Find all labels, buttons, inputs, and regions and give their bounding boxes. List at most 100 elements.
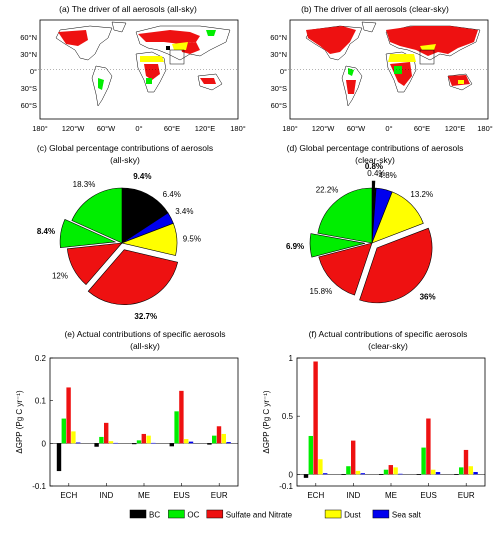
bar-f-ytick-label: 1 xyxy=(289,354,294,363)
bar-e-bar xyxy=(71,431,76,444)
bar-panel-e: (e) Actual contributions of specific aer… xyxy=(15,329,239,500)
map-b-lat-ticks: 60°N 30°N 0° 30°S 60°S xyxy=(270,33,287,110)
lat-tick: 30°N xyxy=(20,50,37,59)
lat-tick: 30°S xyxy=(271,84,287,93)
pie-c-slice xyxy=(59,218,117,248)
lon-tick: 120°E xyxy=(445,124,466,133)
bar-e-title: (e) Actual contributions of specific aer… xyxy=(64,329,225,339)
bar-e-xtick-label: EUR xyxy=(211,491,228,500)
pie-c-slice-label: 6.4% xyxy=(163,190,181,199)
lat-tick: 30°N xyxy=(270,50,287,59)
bar-e-bar xyxy=(221,433,226,444)
map-b-region-dust xyxy=(458,80,464,84)
bar-e-bar xyxy=(179,390,184,444)
lat-tick: 60°S xyxy=(21,101,37,110)
pie-c-slice-label: 3.4% xyxy=(175,207,193,216)
bar-e-bar xyxy=(141,433,146,444)
map-b-region-oc xyxy=(394,66,402,74)
map-b-lon-ticks: 180° 120°W 60°W 0° 60°E 120°E 180° xyxy=(282,124,493,133)
bar-e-ytick-label: -0.1 xyxy=(32,482,46,491)
bar-e-bar xyxy=(132,443,137,445)
bar-e-ytick-label: 0 xyxy=(42,439,47,448)
lat-tick: 60°N xyxy=(270,33,287,42)
bar-panel-f: (f) Actual contributions of specific aer… xyxy=(262,329,486,500)
bar-e-xtick-label: EUS xyxy=(173,491,189,500)
bar-f-ytick-label: 0 xyxy=(289,470,294,479)
bar-e-ytick-label: 0.2 xyxy=(35,354,47,363)
map-a-title: (a) The driver of all aerosols (all-sky) xyxy=(59,4,197,14)
bar-f-bar xyxy=(421,447,426,475)
bar-f-title: (f) Actual contributions of specific aer… xyxy=(309,329,468,339)
map-b-region-oc xyxy=(348,68,354,76)
map-a-region-sulfate xyxy=(58,30,88,46)
bar-f-bar xyxy=(341,474,346,475)
pie-d-slice-label: 0.8% xyxy=(365,162,383,171)
bar-e-bar xyxy=(61,418,66,444)
lon-tick: 120°W xyxy=(312,124,336,133)
bar-f-bar xyxy=(303,474,309,478)
pie-c-slice-label: 18.3% xyxy=(73,180,96,189)
bar-e-bar xyxy=(66,387,71,444)
pie-c-slice-label: 9.4% xyxy=(133,172,151,181)
bar-e-bar xyxy=(136,440,142,444)
bar-f-bar xyxy=(308,435,313,475)
legend-swatch xyxy=(372,509,390,519)
bar-f-xtick-label: EUR xyxy=(458,491,475,500)
lon-tick: 180° xyxy=(477,124,493,133)
legend-label: BC xyxy=(149,511,160,520)
map-a-region-dust xyxy=(172,42,188,50)
bar-f-bar xyxy=(318,459,323,475)
bar-f-bar xyxy=(360,473,365,475)
bar-e-bar xyxy=(151,442,156,444)
pie-d-slice-label: 15.8% xyxy=(310,287,333,296)
bar-e-xtick-label: ECH xyxy=(60,491,77,500)
lon-tick: 180° xyxy=(230,124,246,133)
pie-d-slice-label: 0.4% xyxy=(367,169,385,178)
bar-f-bar xyxy=(323,473,328,475)
bar-e-bar xyxy=(56,443,62,472)
pie-c-slice xyxy=(66,242,123,286)
pie-panel-c: (c) Global percentage contributions of a… xyxy=(37,143,213,321)
bar-e-xtick-label: ME xyxy=(138,491,150,500)
bar-f-ytick-label: -0.1 xyxy=(279,482,293,491)
legend-swatch xyxy=(206,509,224,519)
pie-d: 0.8%0.4%4.8% 13.2% 36% 15.8% 6.9% 22.2% xyxy=(286,162,436,304)
legend-label: Sea salt xyxy=(392,511,422,520)
lat-tick: 0° xyxy=(280,67,287,76)
pie-c-slice-label: 8.4% xyxy=(37,227,55,236)
map-a-region-box xyxy=(169,49,185,65)
bar-e-bar xyxy=(146,435,151,444)
bar-e-bar xyxy=(174,411,179,444)
map-b-region-dust xyxy=(388,54,416,62)
bar-e-bar xyxy=(216,426,222,444)
bar-e-bar xyxy=(113,442,118,444)
pie-d-slice xyxy=(359,227,433,304)
pie-panel-d: (d) Global percentage contributions of a… xyxy=(286,143,463,304)
pie-d-slice xyxy=(317,187,373,244)
pie-c-slice xyxy=(87,249,179,305)
lon-tick: 0° xyxy=(385,124,392,133)
pie-d-slice-label: 36% xyxy=(420,292,436,301)
bar-f-bar xyxy=(468,466,473,475)
map-a-region-sulfate xyxy=(144,64,160,80)
bar-e-bar xyxy=(169,443,174,447)
bar-f-ylabel: ΔGPP (Pg C yr⁻¹) xyxy=(262,390,271,454)
map-a-frame xyxy=(38,19,239,120)
bar-f-bar xyxy=(346,466,351,475)
bar-f-bar xyxy=(459,467,464,475)
pie-d-slice-label: 13.2% xyxy=(410,190,433,199)
map-a-lon-ticks: 180° 120°W 60°W 0° 60°E 120°E 180° xyxy=(32,124,246,133)
map-a-region-oc xyxy=(206,30,216,36)
map-b-region-sulfate xyxy=(346,80,356,94)
map-a-region-oc xyxy=(98,78,104,90)
map-b-region-dust xyxy=(420,44,436,50)
pie-d-slice-label: 6.9% xyxy=(286,242,304,251)
bar-e-bar xyxy=(226,442,231,444)
bar-f-bar xyxy=(463,449,469,475)
pie-d-slice xyxy=(309,233,366,258)
pie-c-subtitle: (all-sky) xyxy=(110,155,140,165)
bar-f-xtick-label: IND xyxy=(347,491,361,500)
bar-e-bar xyxy=(76,442,81,444)
lon-tick: 180° xyxy=(32,124,48,133)
